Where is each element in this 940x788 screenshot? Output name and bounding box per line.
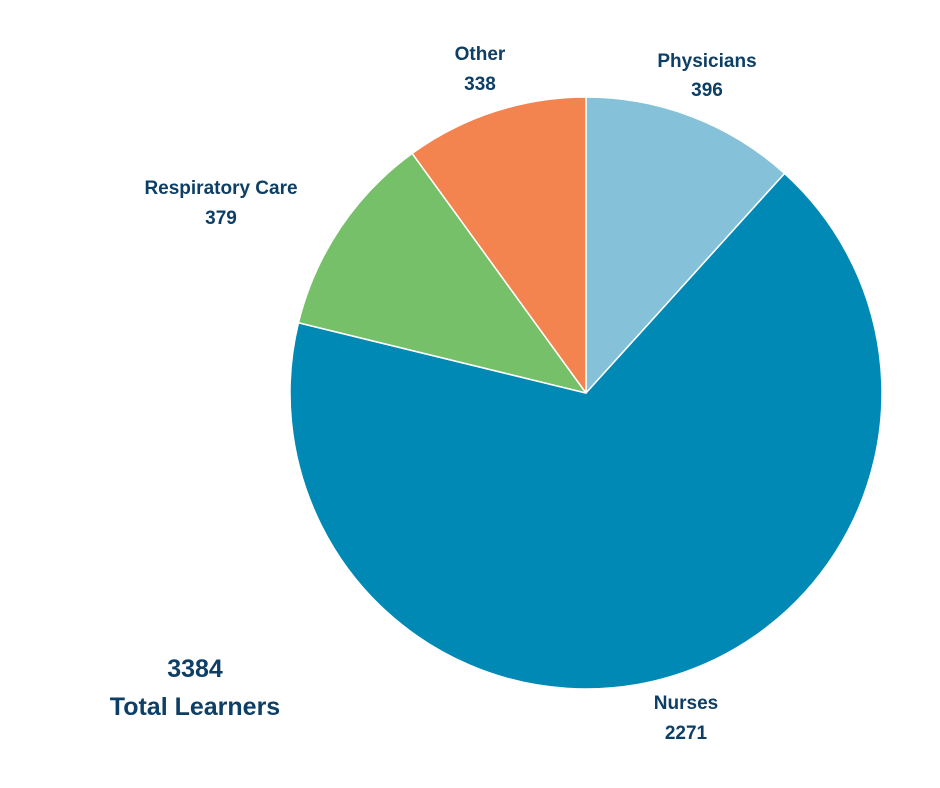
pie-slices [289, 96, 883, 690]
pie-slice-respiratory-care [297, 152, 587, 394]
slice-value-other: 338 [464, 74, 496, 95]
total-caption: Total Learners [110, 693, 280, 721]
slice-value-nurses: 2271 [665, 723, 708, 744]
slice-labels: Physicians 396 Nurses 2271 Respiratory Care 3… [144, 44, 756, 744]
total-block: 3384 Total Learners [110, 655, 280, 721]
slice-label-physicians: Physicians [657, 51, 756, 72]
slice-value-physicians: 396 [691, 80, 723, 101]
slice-label-respiratory-care: Respiratory Care [144, 178, 297, 199]
slice-value-respiratory-care: 379 [205, 208, 237, 229]
total-value: 3384 [167, 655, 223, 683]
slice-label-other: Other [455, 44, 506, 65]
pie-slice-nurses [289, 172, 883, 690]
slice-label-nurses: Nurses [654, 693, 718, 714]
pie-slice-other [411, 96, 587, 394]
pie-slice-physicians [585, 96, 786, 394]
